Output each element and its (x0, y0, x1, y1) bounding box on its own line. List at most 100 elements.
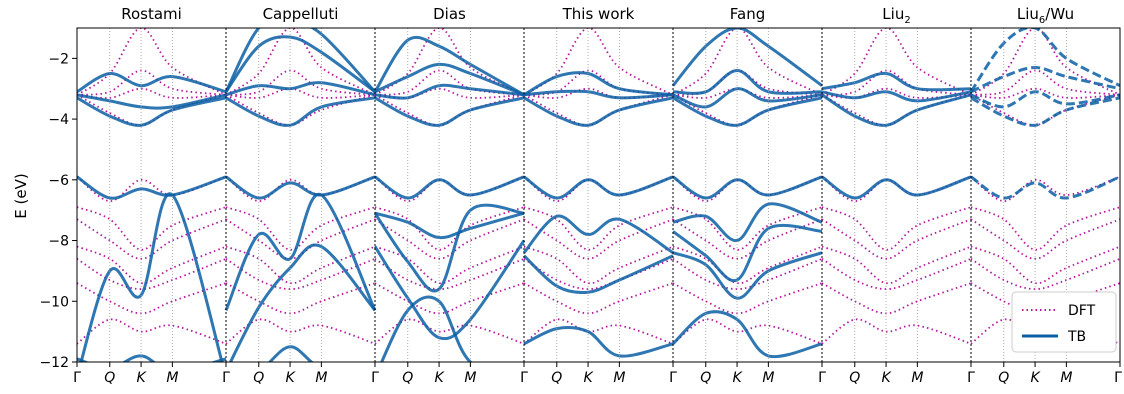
x-tick-label-Q: Q (253, 370, 264, 386)
dft-band-6-7 (970, 245, 1120, 285)
dft-band-3-9 (523, 282, 674, 315)
dft-band-1-8 (225, 257, 376, 291)
y-tick-label: −2 (48, 51, 69, 67)
dft-band-3-4 (523, 175, 674, 203)
legend: DFT TB (1011, 291, 1117, 353)
axes-layer: Rostami Γ Q K M Cappelluti Γ Q K M Dias Γ Q K M This wo… (39, 5, 1122, 386)
x-tick-label-K: K (1030, 370, 1041, 386)
tb-band-2-3 (374, 96, 525, 127)
tb-band-2-4 (374, 175, 525, 200)
x-tick-label-K: K (136, 370, 147, 386)
dft-band-2-0 (374, 28, 525, 96)
legend-box (1011, 291, 1117, 353)
y-tick-label: −6 (48, 173, 69, 189)
dft-band-2-7 (374, 245, 525, 285)
panel-title-4: Fang (730, 5, 765, 23)
dft-band-0-6 (77, 218, 227, 260)
dft-band-0-0 (77, 28, 227, 96)
dft-band-5-7 (821, 245, 972, 285)
dft-band-2-2 (374, 87, 525, 99)
dft-band-6-2 (970, 87, 1120, 99)
tb-band-3-6 (523, 325, 674, 358)
tb-band-6-0 (969, 28, 1120, 93)
dft-band-2-6 (374, 218, 525, 260)
dft-band-5-4 (821, 175, 972, 203)
tb-band-5-2 (821, 93, 972, 127)
y-tick-label: −8 (48, 234, 69, 250)
y-axis-label: E (eV) (12, 173, 30, 218)
tb-band-4-3 (672, 96, 823, 127)
tb-band-1-6 (228, 243, 377, 362)
x-tick-label-Γ: Γ (222, 370, 230, 386)
y-tick-label: −10 (39, 294, 69, 310)
dft-band-6-8 (970, 257, 1120, 291)
dft-band-5-2 (821, 87, 972, 99)
dft-band-0-2 (77, 87, 227, 99)
tb-band-3-3 (523, 175, 674, 200)
x-tick-label-Q: Q (551, 370, 562, 386)
tb-band-4-1 (672, 68, 823, 95)
x-tick-label-M: M (166, 370, 178, 386)
panel-title-6: Liu6/Wu (1017, 5, 1074, 26)
tb-band-6-1 (970, 65, 1120, 94)
tb-band-1-2 (225, 81, 376, 97)
x-tick-label-K: K (583, 370, 594, 386)
tb-band-6-3 (970, 96, 1120, 127)
panel-title-5: Liu2 (882, 5, 910, 26)
legend-tb-label: TB (1067, 329, 1086, 345)
x-tick-label-K: K (732, 370, 743, 386)
dft-band-0-5 (77, 206, 227, 251)
x-tick-label-M: M (911, 370, 923, 386)
bands-group (77, 28, 1120, 362)
tb-band-1-3 (225, 96, 376, 127)
x-tick-label-Γ: Γ (73, 370, 81, 386)
dft-band-3-0 (523, 28, 674, 96)
dft-band-5-10 (821, 318, 972, 345)
dft-band-1-2 (225, 87, 376, 99)
x-tick-label-M: M (464, 370, 476, 386)
x-tick-label-Q: Q (402, 370, 413, 386)
panel-title-0: Rostami (121, 5, 182, 23)
tb-band-4-8 (671, 310, 823, 359)
dft-band-3-7 (523, 245, 674, 285)
tb-band-3-5 (522, 254, 674, 295)
dft-band-1-0 (225, 28, 376, 96)
dft-band-0-7 (77, 245, 227, 285)
dft-band-4-9 (672, 282, 823, 315)
x-tick-label-Γ: Γ (669, 370, 677, 386)
dft-band-6-6 (970, 218, 1120, 260)
x-tick-label-Q: Q (998, 370, 1009, 386)
dft-band-4-5 (672, 206, 823, 251)
x-tick-label-K: K (881, 370, 892, 386)
tb-band-4-6 (672, 223, 823, 283)
panel-title-3: This work (562, 5, 635, 23)
tb-band-5-0 (821, 71, 972, 92)
dft-band-4-2 (672, 87, 823, 99)
dft-band-6-0 (970, 28, 1120, 96)
tb-band-0-3 (77, 175, 227, 200)
x-tick-label-Γ: Γ (371, 370, 379, 386)
x-tick-label-Γ: Γ (520, 370, 528, 386)
dft-band-4-7 (672, 245, 823, 285)
legend-dft-label: DFT (1068, 303, 1096, 319)
dft-band-6-4 (970, 175, 1120, 203)
plot-layer (77, 28, 1120, 362)
tb-band-4-5 (672, 202, 823, 243)
tb-band-1-5 (224, 193, 377, 312)
dft-band-2-4 (374, 175, 525, 203)
dft-band-2-5 (374, 206, 525, 251)
tb-band-0-4 (79, 192, 224, 362)
tb-band-0-0 (77, 71, 227, 94)
tb-band-6-2 (970, 90, 1120, 109)
dft-band-1-4 (225, 175, 376, 203)
dft-band-4-4 (672, 175, 823, 203)
dft-band-5-5 (821, 206, 972, 251)
x-tick-label-Q: Q (700, 370, 711, 386)
tb-band-4-4 (672, 175, 823, 200)
dft-band-1-10 (225, 318, 376, 345)
dft-band-4-0 (672, 28, 823, 96)
tb-band-2-5 (374, 211, 525, 240)
x-tick-label-M: M (1060, 370, 1072, 386)
x-tick-label-K: K (285, 370, 296, 386)
